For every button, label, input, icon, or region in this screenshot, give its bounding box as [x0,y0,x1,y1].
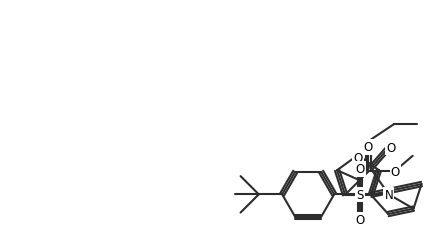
Text: O: O [355,163,365,176]
Text: O: O [353,151,363,164]
Text: N: N [385,188,393,201]
Text: O: O [364,141,373,154]
Text: O: O [355,213,365,226]
Text: O: O [391,165,400,178]
Text: S: S [356,188,364,201]
Text: O: O [386,141,396,154]
